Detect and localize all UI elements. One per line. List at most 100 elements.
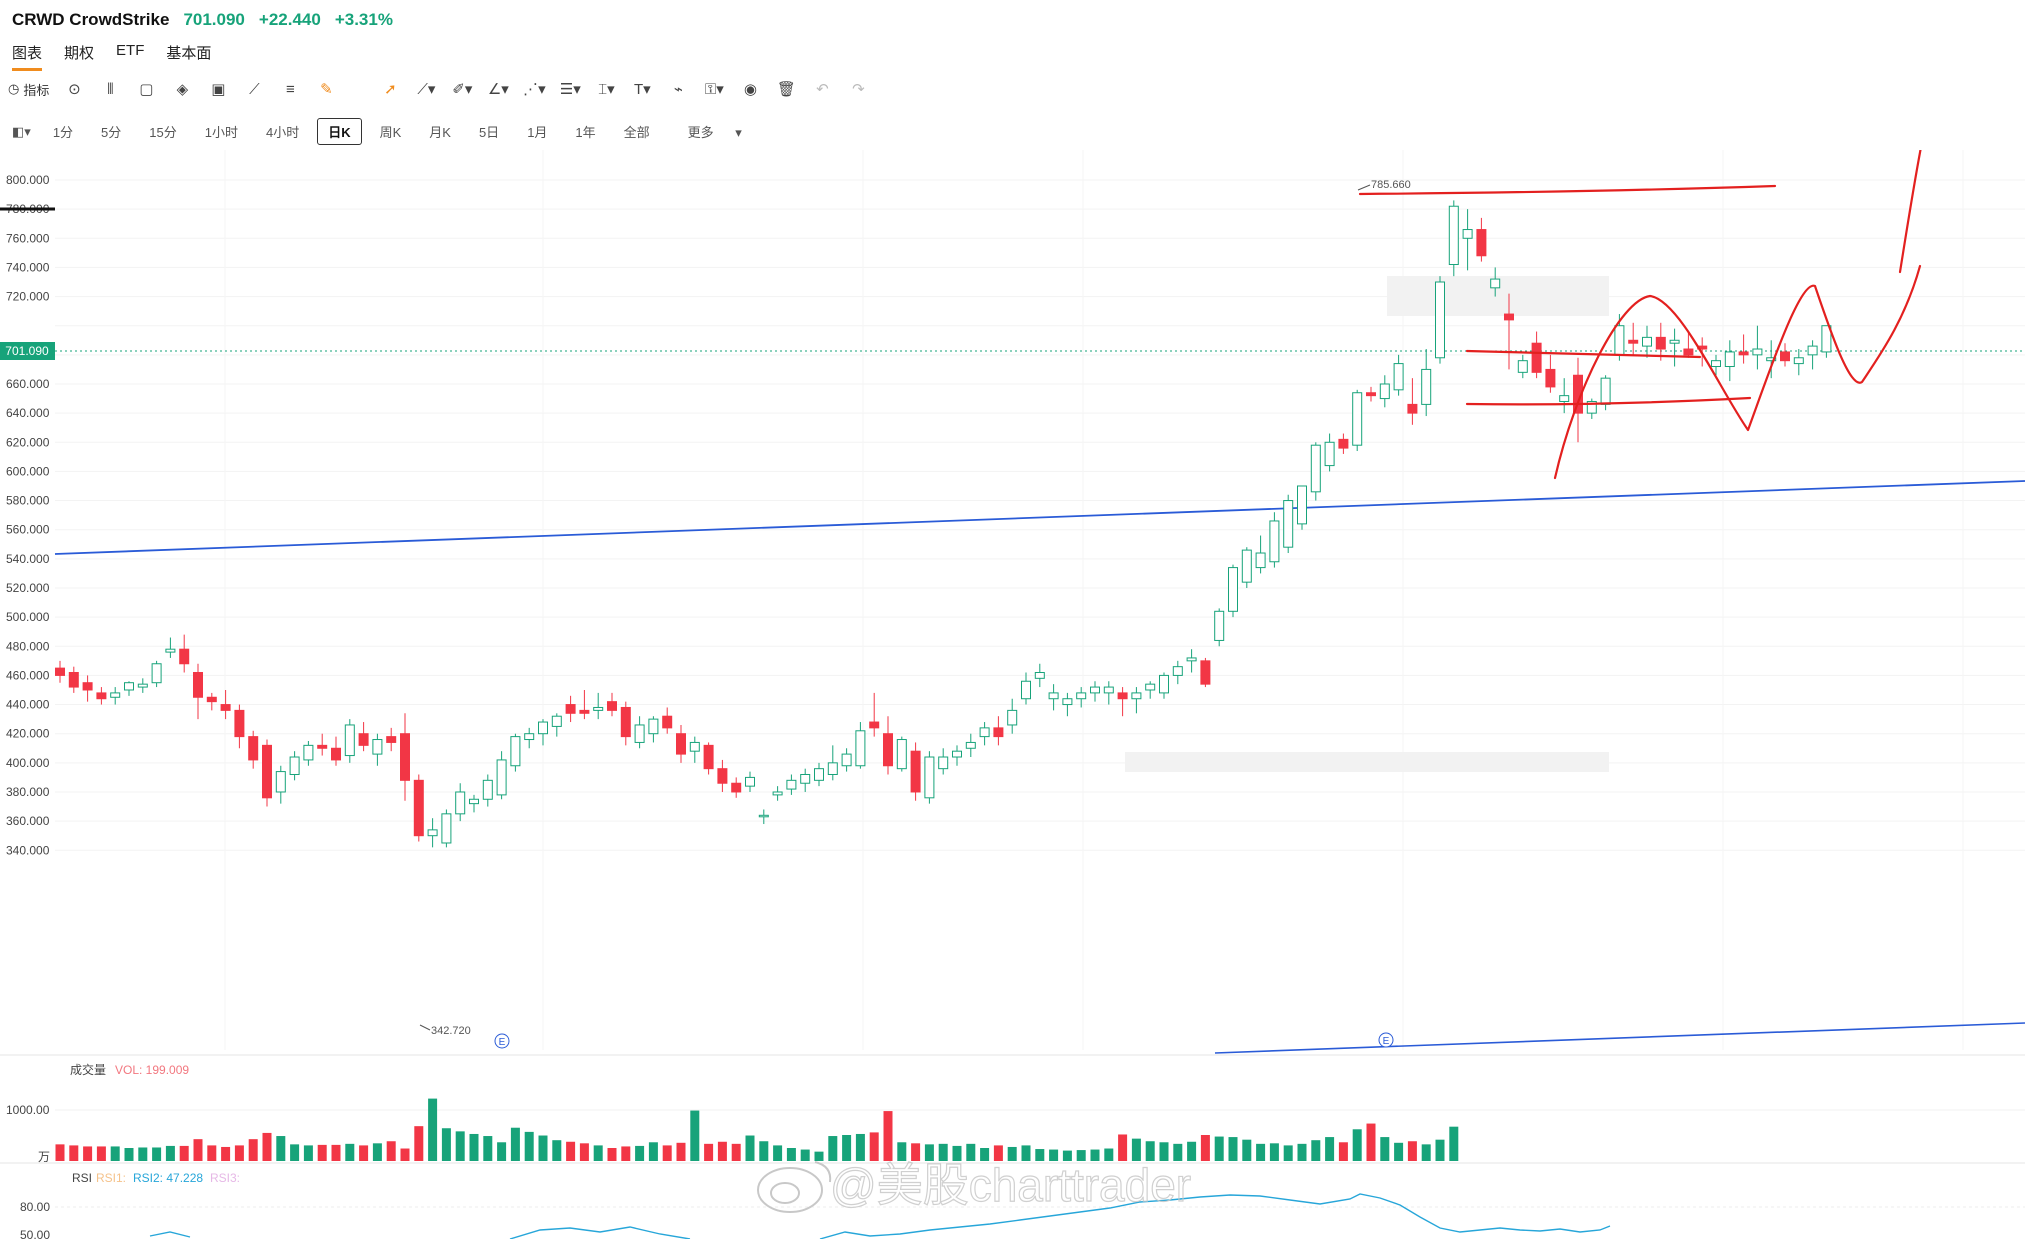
candle[interactable] — [745, 771, 755, 792]
lock-icon[interactable]: ⚿▾ — [704, 81, 724, 98]
candle[interactable] — [538, 719, 548, 746]
text-align-icon[interactable]: ≡ — [285, 80, 295, 98]
symbol-name[interactable]: CRWD CrowdStrike — [12, 10, 170, 29]
candle[interactable] — [55, 660, 65, 683]
candle[interactable] — [1531, 331, 1542, 379]
candle[interactable] — [1711, 354, 1721, 376]
candle[interactable] — [1559, 378, 1570, 414]
candle[interactable] — [193, 663, 203, 720]
candle[interactable] — [1186, 649, 1197, 673]
candle[interactable] — [965, 733, 976, 758]
candle[interactable] — [1683, 331, 1694, 358]
candle[interactable] — [400, 713, 410, 801]
candle[interactable] — [206, 692, 217, 711]
candle[interactable] — [1172, 660, 1183, 685]
candle[interactable] — [827, 745, 838, 781]
candle[interactable] — [1145, 681, 1156, 699]
pattern-icon[interactable]: ⋰▾ — [523, 81, 546, 98]
candle[interactable] — [731, 777, 742, 798]
candle[interactable] — [262, 739, 272, 807]
candle[interactable] — [165, 637, 176, 658]
candle[interactable] — [1448, 200, 1459, 277]
candle[interactable] — [1379, 375, 1390, 408]
candle[interactable] — [1214, 608, 1225, 647]
candle[interactable] — [372, 733, 383, 766]
candle[interactable] — [1228, 564, 1238, 618]
candle[interactable] — [151, 660, 162, 688]
layers-icon[interactable]: ◈ — [176, 81, 189, 98]
timeframe-15m[interactable]: 15分 — [149, 125, 177, 140]
eye-icon[interactable]: ◉ — [743, 81, 757, 98]
candle[interactable] — [703, 742, 714, 775]
candle[interactable] — [1255, 535, 1266, 574]
candle[interactable] — [1103, 681, 1114, 705]
indicator-button[interactable]: ◷ 指标 — [8, 80, 49, 99]
candle[interactable] — [496, 751, 507, 800]
candle[interactable] — [1517, 354, 1528, 379]
event-marker[interactable]: E — [1378, 1032, 1394, 1048]
candle[interactable] — [979, 722, 990, 746]
candle[interactable] — [1504, 293, 1514, 370]
tab-options[interactable]: 期权 — [64, 45, 95, 62]
candle[interactable] — [289, 751, 300, 781]
candle[interactable] — [910, 742, 921, 801]
timeframe-all[interactable]: 全部 — [623, 125, 650, 140]
candle[interactable] — [1159, 672, 1169, 699]
redo-icon[interactable]: ↷ — [852, 81, 865, 98]
candle[interactable] — [896, 736, 907, 772]
candle[interactable] — [510, 733, 521, 772]
candle[interactable] — [1462, 209, 1473, 271]
candle[interactable] — [634, 716, 645, 749]
timeframe-daily[interactable]: 日K — [317, 118, 362, 145]
angle-icon[interactable]: ∠▾ — [487, 81, 509, 98]
candle[interactable] — [593, 692, 604, 720]
candle[interactable] — [1393, 354, 1404, 396]
timeframe-5d[interactable]: 5日 — [478, 125, 500, 140]
candle[interactable] — [786, 774, 797, 795]
candle[interactable] — [1545, 354, 1556, 393]
candle[interactable] — [220, 689, 231, 720]
candle-style-icon[interactable]: ⫴ — [107, 80, 114, 98]
candle[interactable] — [1780, 343, 1790, 367]
rectangle-icon[interactable]: ▢ — [139, 81, 154, 98]
candle[interactable] — [1807, 340, 1818, 370]
candle[interactable] — [1738, 334, 1749, 364]
candle[interactable] — [1490, 267, 1501, 297]
candle[interactable] — [303, 740, 314, 766]
candle[interactable] — [441, 809, 452, 848]
candle[interactable] — [386, 727, 397, 752]
candle[interactable] — [1269, 512, 1280, 568]
candle[interactable] — [82, 675, 93, 702]
timeframe-4h[interactable]: 4小时 — [265, 125, 300, 140]
candle[interactable] — [1076, 687, 1087, 708]
candle[interactable] — [455, 783, 466, 822]
candle[interactable] — [1752, 325, 1763, 370]
tab-etf[interactable]: ETF — [116, 42, 145, 59]
candle[interactable] — [952, 745, 962, 766]
candle[interactable] — [234, 704, 245, 749]
candle[interactable] — [1034, 663, 1045, 688]
candle[interactable] — [1117, 687, 1128, 717]
candle[interactable] — [800, 768, 811, 792]
timeframe-weekly[interactable]: 周K — [379, 125, 402, 140]
trash-icon[interactable]: 🗑 — [776, 81, 796, 98]
candle[interactable] — [648, 716, 659, 743]
timeframe-1mo[interactable]: 1月 — [527, 125, 548, 140]
cursor-icon[interactable]: ➚ — [384, 81, 397, 98]
candle[interactable] — [993, 716, 1004, 746]
timeframe-1h[interactable]: 1小时 — [204, 125, 238, 140]
candle[interactable] — [855, 722, 866, 769]
trend-line-icon[interactable]: ⟋▾ — [417, 81, 436, 98]
candle[interactable] — [469, 794, 479, 813]
candle[interactable] — [1131, 687, 1142, 714]
candle[interactable] — [676, 724, 686, 763]
tab-chart[interactable]: 图表 — [12, 42, 43, 71]
candle[interactable] — [1310, 442, 1321, 501]
magnet-icon[interactable]: ⌁ — [673, 81, 683, 98]
candle[interactable] — [1766, 340, 1777, 379]
pen-tool-icon[interactable]: ✐▾ — [452, 81, 473, 98]
candle[interactable] — [579, 689, 590, 720]
timeframe-more[interactable]: 更多 ▾ — [668, 119, 752, 144]
candle[interactable] — [524, 727, 535, 749]
candle[interactable] — [1062, 692, 1073, 717]
